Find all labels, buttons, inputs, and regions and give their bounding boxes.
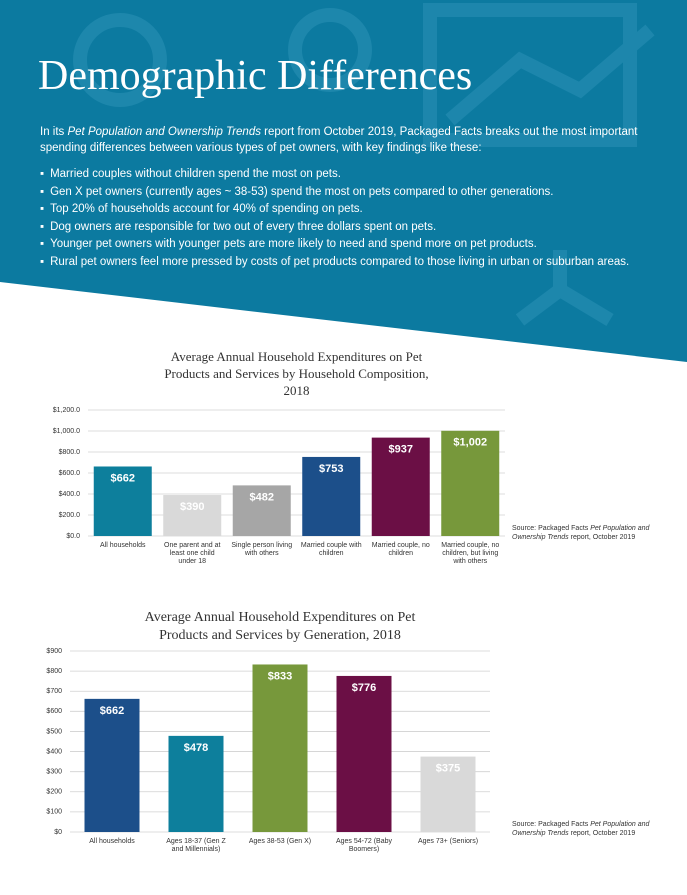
bar: [232, 485, 291, 536]
y-tick-label: $0.0: [66, 533, 80, 540]
value-label: $753: [319, 463, 343, 475]
source-text: Source: Packaged Facts: [512, 525, 591, 532]
y-tick-label: $100: [46, 809, 62, 816]
y-tick-label: $800.0: [59, 449, 81, 456]
bullet: Top 20% of households account for 40% of…: [40, 201, 660, 219]
bar: [168, 735, 224, 832]
bullet: Younger pet owners with younger pets are…: [40, 236, 660, 254]
bullet: Rural pet owners feel more pressed by co…: [40, 254, 660, 272]
source-text: Source: Packaged Facts: [512, 821, 591, 828]
bar: [163, 495, 222, 536]
bullet: Dog owners are responsible for two out o…: [40, 219, 660, 237]
value-label: $375: [436, 762, 460, 774]
value-label: $776: [352, 682, 376, 694]
value-label: $662: [111, 472, 135, 484]
x-tick-label: Married couple with children: [301, 542, 362, 557]
y-tick-label: $600: [46, 708, 62, 715]
value-label: $1,002: [453, 437, 487, 449]
y-tick-label: $900: [46, 648, 62, 655]
intro-report: Pet Population and Ownership Trends: [67, 126, 261, 138]
x-tick-label: All households: [89, 838, 135, 845]
y-tick-label: $200.0: [59, 512, 81, 519]
value-label: $482: [250, 491, 274, 503]
x-tick-label: Married couple, no children: [372, 542, 430, 557]
intro-text: report from October 2019, Packaged Facts…: [40, 126, 638, 154]
source-text: report, October 2019: [568, 534, 636, 541]
x-tick-label: All households: [100, 542, 146, 549]
y-tick-label: $600.0: [59, 470, 81, 477]
page-title: Demographic Differences: [38, 53, 473, 99]
value-label: $833: [268, 670, 292, 682]
x-tick-label: One parent and at least one child under 18: [164, 542, 220, 565]
source-report: Pet Population and Ownership Trends: [512, 821, 650, 837]
x-tick-label: Single person living with others: [231, 542, 292, 557]
bar: [371, 437, 430, 536]
value-label: $390: [180, 501, 204, 513]
x-tick-label: Ages 38-53 (Gen X): [249, 838, 311, 845]
bar: [252, 664, 308, 832]
bullet: Gen X pet owners (currently ages ~ 38-53…: [40, 184, 660, 202]
y-tick-label: $1,000.0: [53, 428, 80, 435]
value-label: $478: [184, 742, 208, 754]
y-tick-label: $300: [46, 769, 62, 776]
intro-text: In its: [40, 126, 68, 138]
value-label: $662: [100, 705, 124, 717]
source-note: Source: Packaged Facts Pet Population an…: [512, 524, 662, 542]
x-tick-label: Married couple, no children, but living wi…: [441, 542, 499, 565]
value-label: $937: [389, 444, 413, 456]
banner-decoration: [73, 3, 655, 327]
x-tick-label: Ages 54-72 (Baby Boomers): [336, 838, 393, 853]
y-tick-label: $700: [46, 688, 62, 695]
bar: [336, 675, 392, 832]
y-tick-label: $400: [46, 748, 62, 755]
chart-title: Average Annual Household Expenditures on…: [164, 349, 428, 398]
bullet: Married couples without children spend t…: [40, 166, 660, 184]
bar: [302, 456, 361, 536]
bar: [441, 430, 500, 536]
y-tick-label: $200: [46, 789, 62, 796]
y-tick-label: $500: [46, 728, 62, 735]
y-tick-label: $0: [54, 829, 62, 836]
bar: [93, 466, 152, 536]
y-tick-label: $800: [46, 668, 62, 675]
bullet-list: Married couples without children spend t…: [40, 166, 660, 271]
x-tick-label: Ages 73+ (Seniors): [418, 838, 478, 845]
y-tick-label: $1,200.0: [53, 407, 80, 414]
bar: [420, 756, 476, 832]
bar: [84, 698, 140, 832]
source-note: Source: Packaged Facts Pet Population an…: [512, 820, 662, 838]
source-text: report, October 2019: [568, 830, 636, 837]
intro: In its Pet Population and Ownership Tren…: [40, 124, 640, 156]
y-tick-label: $400.0: [59, 491, 81, 498]
source-report: Pet Population and Ownership Trends: [512, 525, 650, 541]
chart-title: Average Annual Household Expenditures on…: [145, 610, 416, 643]
